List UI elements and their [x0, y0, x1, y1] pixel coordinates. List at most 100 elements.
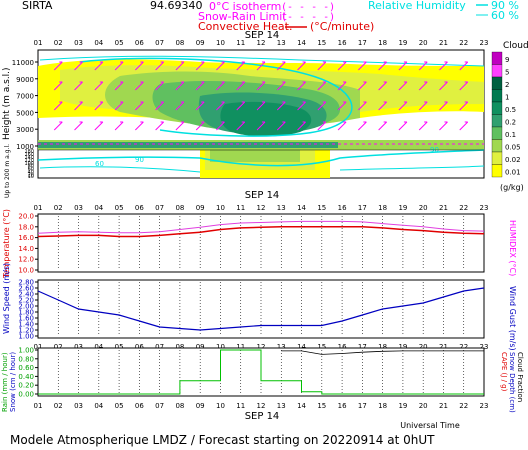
- ytick-label: 2.00: [18, 303, 34, 311]
- temp-hour-18: 18: [378, 204, 387, 212]
- rh-label-90a: 90: [135, 156, 144, 164]
- rain-hour-15: 15: [317, 402, 326, 410]
- wind-arrow: [175, 101, 185, 111]
- wind-hour-22: 22: [459, 343, 468, 351]
- precipitation-panel: SEP 14 0.000.200.400.600.801.00 01 02 03 04…: [1, 347, 524, 431]
- wind-hour-19: 19: [398, 343, 407, 351]
- wind-arrow: [337, 61, 347, 71]
- wind-hour-18: 18: [378, 343, 387, 351]
- temperature-line: [37, 226, 485, 238]
- rh-contour-60-lower: [39, 165, 485, 173]
- date-label-1: SEP 14: [245, 30, 280, 41]
- temp-hour-19: 19: [398, 204, 407, 212]
- wind-arrow: [398, 61, 408, 71]
- rain-hour-10: 10: [216, 402, 225, 410]
- wind-arrow: [74, 101, 83, 111]
- rain-hour-20: 20: [419, 402, 428, 410]
- colorbar-level: 9: [505, 56, 509, 64]
- wind-arrow: [439, 101, 448, 111]
- cloud-layer-dark: [220, 101, 312, 137]
- colorbar-level: 0.2: [505, 119, 516, 127]
- temp-hour-01: 01: [34, 204, 43, 212]
- wind-arrow: [236, 61, 246, 71]
- wind-arrow: [378, 81, 387, 91]
- temp-hour-16: 16: [338, 204, 347, 212]
- wind-panel: 1.001.201.401.601.802.002.202.402.602.80…: [2, 263, 517, 351]
- ytick-label: 0.60: [18, 364, 34, 372]
- wind-arrow: [418, 61, 428, 71]
- wind-arrow: [459, 101, 469, 111]
- cloud-ytick-label: 5000: [16, 109, 34, 117]
- ytick-label: 0.00: [18, 391, 34, 399]
- wind-arrow: [317, 61, 327, 71]
- wind-arrow: [74, 81, 83, 91]
- ytick-label: 18.0: [18, 223, 34, 231]
- cloud-hour-21: 21: [439, 39, 448, 47]
- temp-hour-06: 06: [135, 204, 144, 212]
- wind-arrow: [378, 121, 387, 131]
- colorbar-swatch: [491, 164, 503, 178]
- colorbar-level: 1: [505, 94, 509, 102]
- wind-arrow: [114, 61, 124, 71]
- temp-hour-21: 21: [439, 204, 448, 212]
- cloud-hour-19: 19: [398, 39, 407, 47]
- x-axis-label: Universal Time: [400, 421, 460, 430]
- cloud-hour-13: 13: [277, 39, 286, 47]
- wind-hour-12: 12: [257, 343, 266, 351]
- wind-hour-01: 01: [34, 343, 43, 351]
- rain-hour-05: 05: [115, 402, 124, 410]
- wind-arrow: [175, 61, 185, 71]
- cloud-hour-11: 11: [236, 39, 245, 47]
- ytick-label: 1.00: [18, 333, 34, 341]
- cloud-hour-22: 22: [459, 39, 468, 47]
- temperature-ylabel: Temperature (°C): [2, 209, 11, 279]
- colorbar-swatch: [491, 76, 503, 90]
- legend-convective-unit: (°C/minute): [310, 20, 374, 33]
- ytick-label: 1.20: [18, 327, 34, 335]
- wind-arrow: [195, 61, 205, 71]
- rain-hour-11: 11: [236, 402, 245, 410]
- rain-hour-01: 01: [34, 402, 43, 410]
- wind-arrow: [114, 101, 124, 111]
- wind-hour-17: 17: [358, 343, 367, 351]
- wind-hour-16: 16: [338, 343, 347, 351]
- cloud-ytick-label: 11000: [12, 59, 34, 67]
- cloud-hour-03: 03: [74, 39, 83, 47]
- rain-hour-23: 23: [480, 402, 489, 410]
- wind-arrow: [256, 61, 266, 71]
- colorbar-swatch: [491, 114, 503, 128]
- wind-arrow: [53, 61, 63, 71]
- legend-rh-90: 90 %: [491, 0, 519, 12]
- wind-arrow: [378, 61, 387, 71]
- wind-arrow: [317, 101, 327, 111]
- wind-arrow: [358, 81, 367, 91]
- cloud-hour-04: 04: [94, 39, 103, 47]
- cloud-hour-23: 23: [480, 39, 489, 47]
- colorbar-level: 2: [505, 81, 509, 89]
- ytick-label: 0.40: [18, 373, 34, 381]
- temp-hour-22: 22: [459, 204, 468, 212]
- cloud-ytick-label-low: 10: [28, 174, 34, 180]
- rain-hour-02: 02: [54, 402, 63, 410]
- temp-hour-15: 15: [317, 204, 326, 212]
- wind-hour-11: 11: [236, 343, 245, 351]
- rh-label-60: 60: [95, 160, 104, 168]
- temp-hour-11: 11: [236, 204, 245, 212]
- cloud-hour-16: 16: [338, 39, 347, 47]
- temp-hour-23: 23: [480, 204, 489, 212]
- wind-arrow: [297, 101, 306, 111]
- ytick-label: 12.0: [18, 256, 34, 264]
- wind-arrow: [418, 81, 428, 91]
- wind-arrow: [94, 101, 104, 111]
- wind-arrow: [94, 61, 104, 71]
- legend-rh: Relative Humidity: [368, 0, 466, 12]
- colorbar-swatch: [491, 64, 503, 78]
- cloud-ytick-label-low: 20: [28, 173, 34, 179]
- cloud-hour-14: 14: [297, 39, 306, 47]
- ytick-label: 0.20: [18, 382, 34, 390]
- wind-arrow: [216, 121, 225, 131]
- wind-arrow: [94, 81, 104, 91]
- wind-arrow: [276, 81, 286, 91]
- wind-arrow: [155, 121, 164, 131]
